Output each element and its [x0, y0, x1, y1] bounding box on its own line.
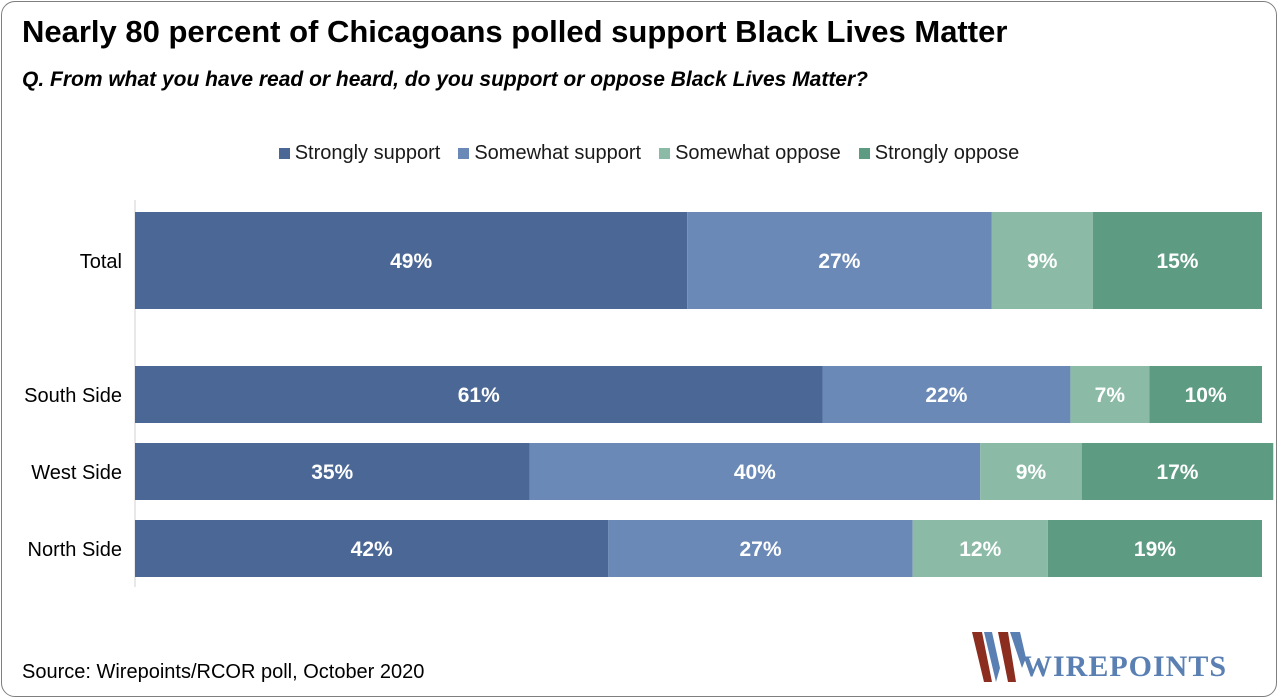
bar-west-side-somewhat-oppose	[980, 443, 1082, 500]
legend-swatch-somewhat-support	[458, 148, 470, 159]
legend-item-somewhat-oppose: Somewhat oppose	[659, 142, 841, 165]
legend-item-strongly-oppose: Strongly oppose	[858, 142, 1020, 165]
legend: Strongly support Somewhat support Somewh…	[0, 142, 1280, 165]
data-label-total-strongly-oppose: 15%	[1156, 250, 1198, 273]
category-label-north-side: North Side	[28, 539, 123, 561]
bar-south-side-strongly-support	[135, 366, 823, 423]
data-label-south-side-strongly-support: 61%	[458, 384, 500, 407]
bar-south-side-somewhat-support	[822, 366, 1071, 423]
legend-item-somewhat-support: Somewhat support	[458, 142, 641, 165]
data-label-total-strongly-support: 49%	[390, 250, 432, 273]
category-label-total: Total	[80, 251, 122, 273]
data-label-north-side-somewhat-oppose: 12%	[959, 538, 1001, 561]
legend-swatch-strongly-oppose	[858, 148, 870, 159]
data-label-west-side-somewhat-support: 40%	[734, 461, 776, 484]
chart-subtitle: Q. From what you have read or heard, do …	[22, 68, 868, 91]
data-label-total-somewhat-support: 27%	[818, 250, 860, 273]
bar-north-side-somewhat-oppose	[912, 520, 1048, 577]
legend-swatch-somewhat-oppose	[659, 148, 671, 159]
legend-label-somewhat-support: Somewhat support	[474, 142, 642, 164]
bar-north-side-somewhat-support	[608, 520, 913, 577]
data-label-north-side-somewhat-support: 27%	[739, 538, 781, 561]
bar-total-strongly-support	[135, 212, 688, 309]
bar-west-side-strongly-support	[135, 443, 530, 500]
legend-label-strongly-oppose: Strongly oppose	[874, 142, 1020, 164]
bar-west-side-somewhat-support	[529, 443, 981, 500]
logo-text: WIREPOINTS	[1022, 650, 1228, 683]
bar-south-side-somewhat-oppose	[1070, 366, 1150, 423]
data-label-south-side-somewhat-support: 22%	[925, 384, 967, 407]
data-label-west-side-strongly-support: 35%	[311, 461, 353, 484]
category-label-west-side: West Side	[31, 462, 122, 484]
source-note: Source: Wirepoints/RCOR poll, October 20…	[22, 661, 425, 683]
data-label-west-side-strongly-oppose: 17%	[1156, 461, 1198, 484]
wirepoints-w-mark-icon	[972, 632, 1026, 682]
bar-west-side-strongly-oppose	[1081, 443, 1274, 500]
bar-total-strongly-oppose	[1092, 212, 1262, 309]
legend-swatch-strongly-support	[278, 148, 290, 159]
bar-south-side-strongly-oppose	[1149, 366, 1262, 423]
legend-label-somewhat-oppose: Somewhat oppose	[675, 142, 841, 164]
data-label-south-side-strongly-oppose: 10%	[1185, 384, 1227, 407]
wirepoints-logo: WIREPOINTS	[970, 626, 1260, 686]
data-label-north-side-strongly-support: 42%	[351, 538, 393, 561]
data-label-total-somewhat-oppose: 9%	[1027, 250, 1058, 273]
legend-item-strongly-support: Strongly support	[278, 142, 441, 165]
bar-north-side-strongly-support	[135, 520, 609, 577]
data-label-west-side-somewhat-oppose: 9%	[1016, 461, 1047, 484]
data-label-north-side-strongly-oppose: 19%	[1134, 538, 1176, 561]
legend-label-strongly-support: Strongly support	[294, 142, 441, 164]
category-label-south-side: South Side	[24, 385, 122, 407]
data-label-south-side-somewhat-oppose: 7%	[1095, 384, 1126, 407]
bar-north-side-strongly-oppose	[1047, 520, 1262, 577]
chart-title: Nearly 80 percent of Chicagoans polled s…	[22, 14, 1008, 49]
bar-total-somewhat-oppose	[991, 212, 1093, 309]
bar-total-somewhat-support	[687, 212, 992, 309]
